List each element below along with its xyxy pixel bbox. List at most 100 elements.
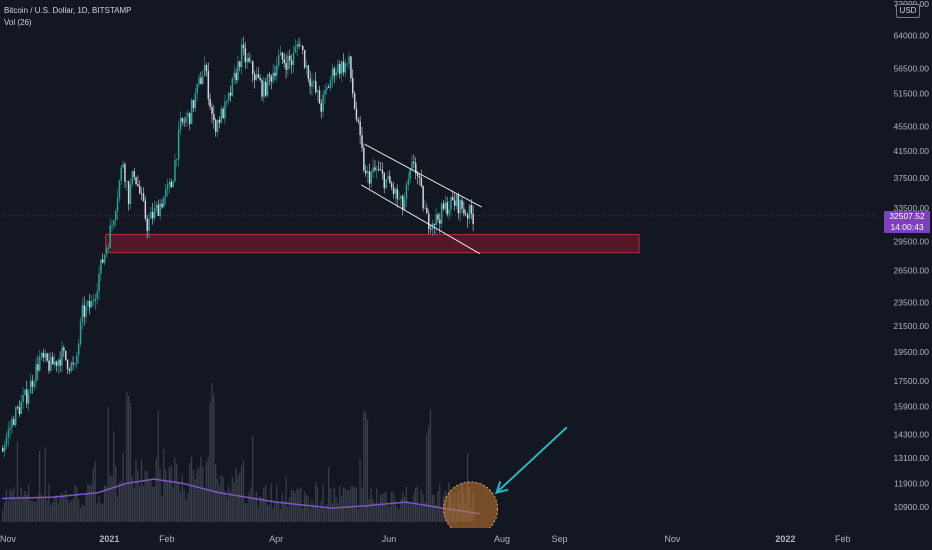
- volume-bar: [331, 503, 333, 522]
- candle-body: [77, 343, 80, 356]
- volume-bar: [379, 494, 382, 522]
- currency-button[interactable]: USD: [896, 4, 920, 18]
- candle-body: [355, 108, 358, 120]
- candle-body: [115, 211, 117, 221]
- volume-bar: [157, 410, 159, 522]
- candle-body: [253, 74, 256, 81]
- volume-bar: [311, 500, 313, 522]
- candle-body: [446, 202, 448, 215]
- candle-body: [11, 419, 13, 428]
- volume-bar: [127, 395, 130, 522]
- candle-body: [400, 196, 402, 199]
- candle-body: [16, 407, 19, 408]
- candle-body: [187, 112, 189, 118]
- candle-body: [322, 94, 324, 112]
- volume-bar: [155, 458, 157, 522]
- candle-body: [161, 203, 163, 208]
- volume-bar: [318, 508, 320, 522]
- candle-body: [409, 169, 411, 179]
- candle-body: [255, 74, 258, 81]
- candle-body: [315, 81, 317, 93]
- price-tick-label: 45500.00: [894, 121, 930, 131]
- candle-body: [261, 80, 263, 97]
- candle-body: [227, 92, 230, 101]
- volume-bar: [374, 503, 376, 522]
- volume-bar: [7, 500, 9, 522]
- candle-body: [90, 301, 93, 308]
- candle-body: [44, 353, 47, 358]
- candle-body: [190, 99, 193, 124]
- candle-body: [263, 81, 265, 97]
- volume-bar: [16, 441, 19, 522]
- symbol-title[interactable]: Bitcoin / U.S. Dollar, 1D, BITSTAMP: [4, 6, 132, 15]
- volume-bar: [116, 496, 119, 522]
- volume-bar: [290, 489, 293, 522]
- price-tick-label: 15900.00: [894, 401, 930, 411]
- candle-body: [189, 112, 191, 124]
- time-tick-label: Nov: [664, 534, 681, 544]
- wedge-upper-trendline: [364, 143, 482, 208]
- volume-bar: [239, 472, 241, 522]
- candle-body: [205, 65, 208, 71]
- volume-bar: [220, 475, 222, 522]
- volume-bar: [392, 492, 395, 522]
- last-price-value: 32507.52: [889, 211, 925, 221]
- volume-bar: [176, 463, 178, 522]
- volume-bar: [76, 487, 78, 522]
- volume-bar: [357, 508, 359, 522]
- candle-body: [209, 99, 211, 107]
- volume-bar: [272, 508, 274, 522]
- candle-body: [94, 298, 97, 301]
- candle-body: [155, 204, 158, 209]
- volume-indicator-label[interactable]: Vol (26): [4, 18, 32, 27]
- candle-body: [133, 171, 135, 177]
- candle-body: [329, 79, 332, 88]
- volume-bar: [24, 490, 26, 522]
- volume-bar: [435, 504, 437, 522]
- last-price-label: 32507.52 14:00:43: [884, 211, 930, 233]
- volume-bar: [13, 487, 15, 522]
- candle-body: [350, 56, 352, 79]
- volume-bar: [268, 505, 270, 522]
- candle-body: [470, 205, 473, 214]
- price-tick-label: 37500.00: [894, 173, 930, 183]
- time-tick-label: Apr: [269, 534, 283, 544]
- candle-body: [179, 118, 182, 130]
- price-tick-label: 41500.00: [894, 146, 930, 156]
- candle-body: [426, 208, 428, 214]
- candle-body: [216, 119, 219, 132]
- volume-bar: [233, 482, 235, 522]
- volume-bar: [328, 467, 330, 522]
- candle-body: [185, 117, 187, 123]
- candle-body: [7, 430, 10, 438]
- volume-bar: [129, 402, 132, 522]
- volume-bar: [389, 506, 391, 522]
- candle-body: [311, 82, 313, 87]
- volume-bar: [63, 495, 65, 522]
- volume-bar: [111, 475, 113, 522]
- volume-bar: [189, 463, 191, 522]
- volume-bar: [18, 496, 20, 522]
- candle-body: [244, 48, 247, 63]
- candle-body: [452, 197, 454, 201]
- volume-bar: [135, 459, 137, 522]
- candle-body: [81, 305, 84, 322]
- candle-body: [242, 44, 245, 49]
- candle-body: [442, 203, 445, 209]
- volume-bar: [26, 493, 28, 522]
- volume-bar: [161, 496, 163, 522]
- candle-body: [87, 301, 89, 307]
- candle-body: [20, 401, 22, 415]
- volume-bar: [353, 487, 356, 522]
- volume-bar: [372, 499, 374, 522]
- candle-body: [428, 213, 430, 229]
- volume-bar: [429, 409, 432, 522]
- candle-body: [46, 353, 48, 361]
- volume-bar: [237, 476, 239, 522]
- volume-bar: [209, 402, 211, 522]
- candle-body: [231, 78, 234, 96]
- candle-body: [50, 356, 52, 371]
- candle-body: [18, 407, 21, 415]
- candle-body: [272, 72, 274, 82]
